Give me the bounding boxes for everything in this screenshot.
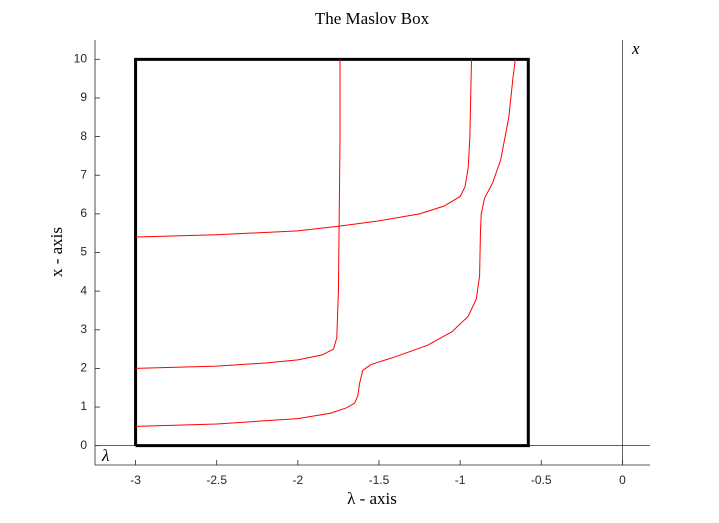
- y-tick-label: 3: [80, 322, 87, 336]
- x-tick-label: -3: [130, 473, 141, 487]
- y-tick-label: 10: [74, 51, 88, 65]
- y-tick-label: 2: [80, 361, 87, 375]
- y-tick-label: 5: [80, 245, 87, 259]
- curve: [135, 59, 472, 238]
- y-tick-label: 4: [80, 283, 87, 297]
- y-tick-label: 9: [80, 90, 87, 104]
- y-tick-label: 6: [80, 206, 87, 220]
- y-tick-label: 0: [80, 438, 87, 452]
- y-tick-label: 7: [80, 167, 87, 181]
- y-axis-label: x - axis: [47, 227, 66, 277]
- x-tick-label: -1: [455, 473, 466, 487]
- y-tick-label: 8: [80, 129, 87, 143]
- x-tick-label: -2.5: [206, 473, 227, 487]
- x-axis-label: λ - axis: [347, 489, 397, 508]
- x-tick-label: -1.5: [369, 473, 390, 487]
- x-tick-label: -0.5: [531, 473, 552, 487]
- annotation: x: [631, 39, 640, 58]
- y-tick-label: 1: [80, 399, 87, 413]
- annotation: λ: [101, 446, 109, 465]
- curve: [135, 59, 516, 427]
- curve: [135, 59, 341, 369]
- chart-title: The Maslov Box: [315, 9, 430, 28]
- x-tick-label: 0: [619, 473, 626, 487]
- curve: [134, 57, 530, 448]
- x-tick-label: -2: [293, 473, 304, 487]
